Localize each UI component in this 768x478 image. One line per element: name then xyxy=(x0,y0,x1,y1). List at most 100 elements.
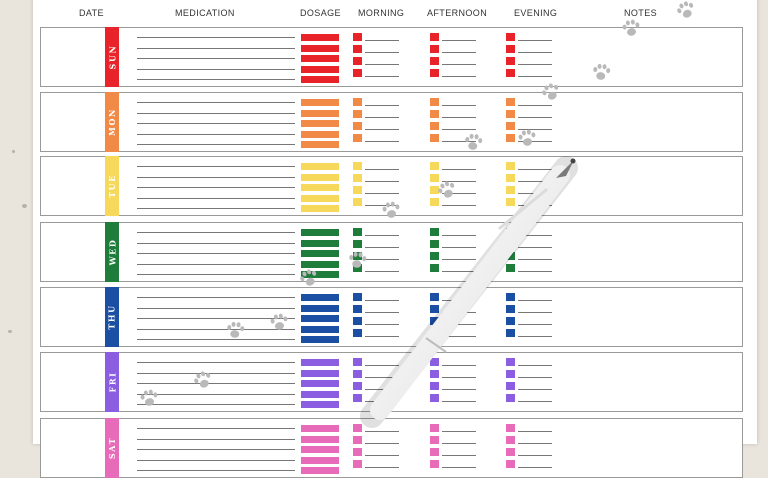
afternoon-checkbox[interactable] xyxy=(430,110,439,118)
afternoon-checkbox[interactable] xyxy=(430,293,439,301)
afternoon-checkbox[interactable] xyxy=(430,436,439,444)
afternoon-checkbox[interactable] xyxy=(430,448,439,456)
morning-checkbox[interactable] xyxy=(353,174,362,182)
evening-checkbox[interactable] xyxy=(506,293,515,301)
evening-checkbox[interactable] xyxy=(506,69,515,77)
evening-checkbox[interactable] xyxy=(506,436,515,444)
evening-checkbox[interactable] xyxy=(506,228,515,236)
evening-checkbox[interactable] xyxy=(506,186,515,194)
dosage-block xyxy=(301,120,339,127)
afternoon-checkbox[interactable] xyxy=(430,122,439,130)
afternoon-checkbox[interactable] xyxy=(430,198,439,206)
morning-checkbox[interactable] xyxy=(353,448,362,456)
evening-checkbox[interactable] xyxy=(506,57,515,65)
afternoon-checkbox[interactable] xyxy=(430,264,439,272)
evening-checkbox[interactable] xyxy=(506,110,515,118)
morning-checkbox[interactable] xyxy=(353,57,362,65)
evening-checkbox[interactable] xyxy=(506,174,515,182)
evening-checkbox[interactable] xyxy=(506,33,515,41)
morning-checkbox[interactable] xyxy=(353,98,362,106)
evening-checkbox[interactable] xyxy=(506,45,515,53)
morning-checkbox[interactable] xyxy=(353,252,362,260)
evening-checkbox[interactable] xyxy=(506,424,515,432)
evening-checkbox[interactable] xyxy=(506,264,515,272)
morning-checkbox[interactable] xyxy=(353,162,362,170)
evening-checkbox[interactable] xyxy=(506,198,515,206)
afternoon-checkbox[interactable] xyxy=(430,98,439,106)
afternoon-checkbox[interactable] xyxy=(430,33,439,41)
day-label: FRI xyxy=(107,371,117,393)
morning-checkbox[interactable] xyxy=(353,436,362,444)
morning-checkbox[interactable] xyxy=(353,460,362,468)
morning-checkbox[interactable] xyxy=(353,45,362,53)
evening-checkbox[interactable] xyxy=(506,98,515,106)
day-tab: MON xyxy=(105,92,119,152)
morning-line xyxy=(365,365,399,366)
morning-checkbox[interactable] xyxy=(353,382,362,390)
morning-checkbox[interactable] xyxy=(353,293,362,301)
morning-checkbox[interactable] xyxy=(353,122,362,130)
evening-line xyxy=(518,389,552,390)
dosage-block xyxy=(301,271,339,278)
afternoon-checkbox[interactable] xyxy=(430,252,439,260)
dosage-block xyxy=(301,446,339,453)
morning-line xyxy=(365,467,399,468)
afternoon-checkbox[interactable] xyxy=(430,305,439,313)
morning-checkbox[interactable] xyxy=(353,329,362,337)
afternoon-checkbox[interactable] xyxy=(430,228,439,236)
afternoon-checkbox[interactable] xyxy=(430,370,439,378)
evening-checkbox[interactable] xyxy=(506,394,515,402)
afternoon-checkbox[interactable] xyxy=(430,134,439,142)
afternoon-checkbox[interactable] xyxy=(430,317,439,325)
afternoon-checkbox[interactable] xyxy=(430,394,439,402)
afternoon-checkbox[interactable] xyxy=(430,162,439,170)
evening-checkbox[interactable] xyxy=(506,252,515,260)
afternoon-line xyxy=(442,271,476,272)
medication-line xyxy=(137,112,295,114)
afternoon-checkbox[interactable] xyxy=(430,424,439,432)
afternoon-checkbox[interactable] xyxy=(430,57,439,65)
evening-checkbox[interactable] xyxy=(506,317,515,325)
afternoon-checkbox[interactable] xyxy=(430,174,439,182)
evening-checkbox[interactable] xyxy=(506,448,515,456)
morning-checkbox[interactable] xyxy=(353,110,362,118)
afternoon-checkbox[interactable] xyxy=(430,460,439,468)
morning-line xyxy=(365,389,399,390)
evening-line xyxy=(518,105,552,106)
afternoon-checkbox[interactable] xyxy=(430,240,439,248)
morning-checkbox[interactable] xyxy=(353,424,362,432)
evening-checkbox[interactable] xyxy=(506,460,515,468)
medication-line xyxy=(137,307,295,309)
evening-checkbox[interactable] xyxy=(506,122,515,130)
medication-line xyxy=(137,47,295,49)
morning-checkbox[interactable] xyxy=(353,358,362,366)
afternoon-checkbox[interactable] xyxy=(430,329,439,337)
morning-checkbox[interactable] xyxy=(353,305,362,313)
afternoon-checkbox[interactable] xyxy=(430,358,439,366)
afternoon-checkbox[interactable] xyxy=(430,69,439,77)
evening-line xyxy=(518,312,552,313)
morning-checkbox[interactable] xyxy=(353,370,362,378)
evening-checkbox[interactable] xyxy=(506,240,515,248)
morning-checkbox[interactable] xyxy=(353,186,362,194)
evening-checkbox[interactable] xyxy=(506,382,515,390)
evening-checkbox[interactable] xyxy=(506,134,515,142)
morning-checkbox[interactable] xyxy=(353,134,362,142)
morning-line xyxy=(365,324,399,325)
medication-line xyxy=(137,68,295,70)
evening-checkbox[interactable] xyxy=(506,305,515,313)
evening-checkbox[interactable] xyxy=(506,370,515,378)
evening-checkbox[interactable] xyxy=(506,329,515,337)
evening-checkbox[interactable] xyxy=(506,162,515,170)
afternoon-checkbox[interactable] xyxy=(430,382,439,390)
morning-checkbox[interactable] xyxy=(353,33,362,41)
morning-checkbox[interactable] xyxy=(353,317,362,325)
morning-checkbox[interactable] xyxy=(353,69,362,77)
morning-checkbox[interactable] xyxy=(353,394,362,402)
morning-checkbox[interactable] xyxy=(353,240,362,248)
morning-checkbox[interactable] xyxy=(353,264,362,272)
evening-checkbox[interactable] xyxy=(506,358,515,366)
afternoon-checkbox[interactable] xyxy=(430,45,439,53)
morning-checkbox[interactable] xyxy=(353,228,362,236)
morning-checkbox[interactable] xyxy=(353,198,362,206)
